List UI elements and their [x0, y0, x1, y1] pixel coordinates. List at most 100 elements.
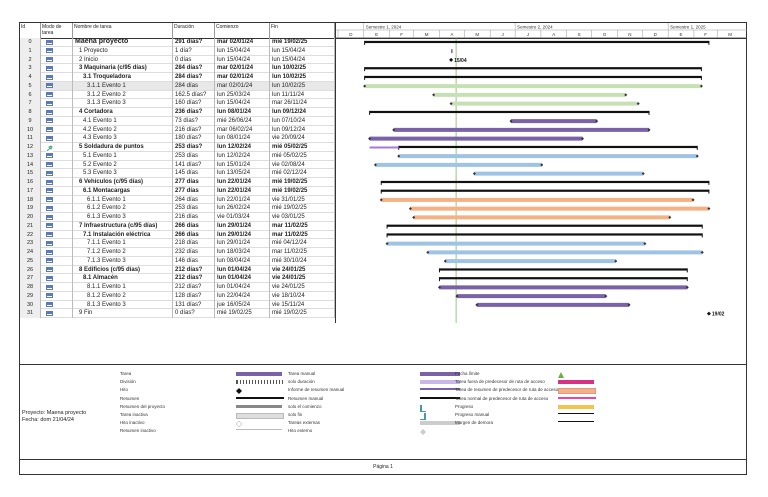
task-name-cell[interactable]: 6.1 Montacargas	[73, 186, 173, 196]
task-duration-cell[interactable]: 253 días	[173, 204, 215, 213]
task-id-cell[interactable]: 8	[20, 108, 41, 117]
task-mode-cell[interactable]	[41, 38, 73, 47]
task-end-cell[interactable]: mié 19/02/25	[270, 186, 335, 196]
task-start-cell[interactable]: lun 29/01/24	[215, 221, 270, 231]
table-row[interactable]: 24 7.1.2 Evento 2 232 días lun 18/03/24 mar …	[20, 248, 335, 257]
task-name-cell[interactable]: 3.1.1 Evento 1	[73, 81, 173, 91]
task-end-cell[interactable]: vie 18/10/24	[270, 291, 335, 301]
task-start-cell[interactable]: lun 18/03/24	[215, 248, 270, 257]
task-start-cell[interactable]: mar 02/01/24	[215, 73, 270, 82]
task-mode-cell[interactable]	[41, 169, 73, 178]
task-duration-cell[interactable]: 264 días	[173, 195, 215, 205]
task-start-cell[interactable]: lun 22/01/24	[215, 195, 270, 205]
task-duration-cell[interactable]: 253 días	[173, 151, 215, 161]
task-name-cell[interactable]: 7.1.1 Evento 1	[73, 239, 173, 248]
table-row[interactable]: 19 6.1.2 Evento 2 253 días lun 26/02/24 mié …	[20, 204, 335, 213]
task-duration-cell[interactable]: 212 días?	[173, 265, 215, 275]
task-end-cell[interactable]: lun 09/12/24	[270, 108, 335, 117]
task-id-cell[interactable]: 5	[20, 81, 41, 91]
table-row[interactable]: 11 4.3 Evento 3 180 días? lun 08/01/24 vie 2…	[20, 134, 335, 143]
task-id-cell[interactable]: 1	[20, 46, 41, 56]
table-row[interactable]: 0 Maena proyecto 291 días? mar 02/01/24 mié …	[20, 38, 335, 47]
task-name-cell[interactable]: 4.3 Evento 3	[73, 134, 173, 143]
task-name-cell[interactable]: 6 Vehículos (c/95 días)	[73, 178, 173, 187]
table-row[interactable]: 20 6.1.3 Evento 3 216 días vie 01/03/24 vie …	[20, 213, 335, 222]
task-start-cell[interactable]: lun 13/05/24	[215, 169, 270, 178]
task-start-cell[interactable]: mar 02/01/24	[215, 38, 270, 47]
task-end-cell[interactable]: vie 31/01/25	[270, 195, 335, 205]
task-name-cell[interactable]: 6.1.3 Evento 3	[73, 213, 173, 222]
task-start-cell[interactable]: mié 26/06/24	[215, 116, 270, 126]
task-duration-cell[interactable]: 180 días?	[173, 134, 215, 143]
task-mode-cell[interactable]	[41, 81, 73, 91]
task-id-cell[interactable]: 2	[20, 55, 41, 65]
task-duration-cell[interactable]: 253 días?	[173, 143, 215, 152]
task-end-cell[interactable]: lun 11/11/24	[270, 90, 335, 100]
task-mode-cell[interactable]	[41, 283, 73, 292]
task-name-cell[interactable]: 7.1 Instalación eléctrica	[73, 230, 173, 240]
task-end-cell[interactable]: lun 10/02/25	[270, 73, 335, 82]
task-mode-cell[interactable]	[41, 204, 73, 213]
task-id-cell[interactable]: 21	[20, 221, 41, 231]
task-end-cell[interactable]: mié 19/02/25	[270, 38, 335, 47]
task-name-cell[interactable]: Maena proyecto	[73, 38, 173, 47]
task-name-cell[interactable]: 4.2 Evento 2	[73, 125, 173, 135]
task-duration-cell[interactable]: 277 días	[173, 186, 215, 196]
task-start-cell[interactable]: mar 06/02/24	[215, 125, 270, 135]
task-end-cell[interactable]: mar 11/02/25	[270, 230, 335, 240]
task-end-cell[interactable]: lun 07/10/24	[270, 116, 335, 126]
task-duration-cell[interactable]: 162.5 días?	[173, 90, 215, 100]
task-start-cell[interactable]: lun 01/04/24	[215, 283, 270, 292]
table-row[interactable]: 26 8 Edificios (c/95 días) 212 días? lun 01…	[20, 265, 335, 275]
task-id-cell[interactable]: 14	[20, 160, 41, 170]
task-name-cell[interactable]: 3.1.2 Evento 2	[73, 90, 173, 100]
task-start-cell[interactable]: lun 15/04/24	[215, 46, 270, 56]
task-start-cell[interactable]: lun 29/01/24	[215, 230, 270, 240]
task-id-cell[interactable]: 17	[20, 186, 41, 196]
task-duration-cell[interactable]: 232 días	[173, 248, 215, 257]
table-row[interactable]: 18 6.1.1 Evento 1 264 días lun 22/01/24 vie …	[20, 195, 335, 205]
table-row[interactable]: 13 5.1 Evento 1 253 días lun 12/02/24 mié 05…	[20, 151, 335, 161]
task-duration-cell[interactable]: 141 días?	[173, 160, 215, 170]
task-name-cell[interactable]: 5.3 Evento 3	[73, 169, 173, 178]
table-row[interactable]: 15 5.3 Evento 3 145 días lun 13/05/24 mié 02…	[20, 169, 335, 178]
task-id-cell[interactable]: 19	[20, 204, 41, 213]
col-id-header[interactable]: Id	[20, 23, 41, 38]
task-duration-cell[interactable]: 212 días?	[173, 274, 215, 283]
task-mode-cell[interactable]	[41, 239, 73, 248]
task-id-cell[interactable]: 22	[20, 230, 41, 240]
table-row[interactable]: 25 7.1.3 Evento 3 146 días lun 08/04/24 mié …	[20, 256, 335, 266]
task-mode-cell[interactable]	[41, 256, 73, 266]
task-start-cell[interactable]: lun 08/04/24	[215, 256, 270, 266]
task-end-cell[interactable]: mar 11/02/25	[270, 248, 335, 257]
task-id-cell[interactable]: 3	[20, 64, 41, 73]
task-duration-cell[interactable]: 284 días	[173, 81, 215, 91]
task-name-cell[interactable]: 8.1 Almacén	[73, 274, 173, 283]
task-duration-cell[interactable]: 277 días	[173, 178, 215, 187]
task-mode-cell[interactable]	[41, 143, 73, 152]
task-mode-cell[interactable]	[41, 178, 73, 187]
task-id-cell[interactable]: 24	[20, 248, 41, 257]
task-end-cell[interactable]: lun 10/02/25	[270, 64, 335, 73]
task-mode-cell[interactable]	[41, 108, 73, 117]
task-duration-cell[interactable]: 284 días?	[173, 73, 215, 82]
task-duration-cell[interactable]: 0 días	[173, 55, 215, 65]
task-mode-cell[interactable]	[41, 274, 73, 283]
task-id-cell[interactable]: 23	[20, 239, 41, 248]
task-end-cell[interactable]: lun 10/02/25	[270, 81, 335, 91]
task-id-cell[interactable]: 0	[20, 38, 41, 47]
col-start-header[interactable]: Comienzo	[215, 23, 270, 38]
table-row[interactable]: 6 3.1.2 Evento 2 162.5 días? lun 25/03/24 lu…	[20, 90, 335, 100]
task-name-cell[interactable]: 6.1.2 Evento 2	[73, 204, 173, 213]
table-row[interactable]: 9 4.1 Evento 1 73 días? mié 26/06/24 lun 07/…	[20, 116, 335, 126]
task-end-cell[interactable]: lun 15/04/24	[270, 55, 335, 65]
task-start-cell[interactable]: lun 12/02/24	[215, 151, 270, 161]
task-name-cell[interactable]: 2 Inicio	[73, 55, 173, 65]
task-mode-cell[interactable]	[41, 160, 73, 170]
table-row[interactable]: 3 3 Maquinaria (c/95 días) 284 días? mar 02…	[20, 64, 335, 73]
task-mode-cell[interactable]	[41, 221, 73, 231]
task-start-cell[interactable]: lun 12/02/24	[215, 143, 270, 152]
task-start-cell[interactable]: jue 16/05/24	[215, 300, 270, 310]
task-duration-cell[interactable]: 284 días?	[173, 64, 215, 73]
